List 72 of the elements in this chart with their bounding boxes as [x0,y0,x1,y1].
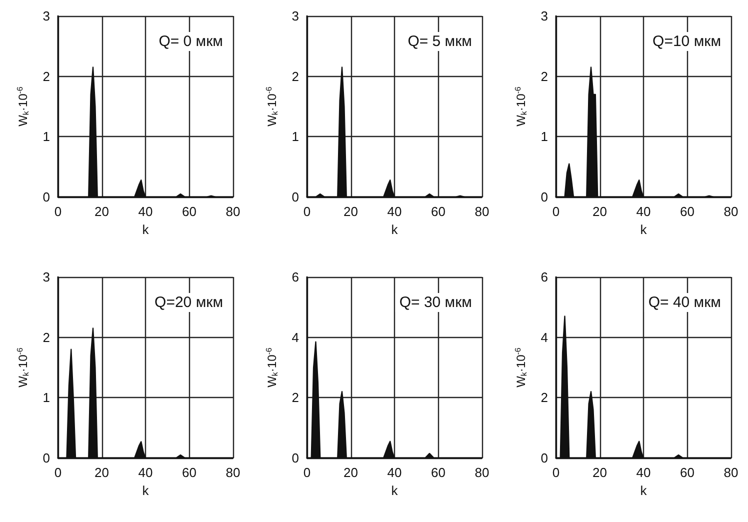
x-tick-label: 60 [431,204,446,219]
x-tick-label: 60 [182,465,196,480]
annotation: Q=10 мкм [652,33,721,50]
x-tick-label: 60 [680,465,694,480]
x-tick-label: 0 [54,204,62,219]
x-tick-label: 0 [303,465,311,480]
y-tick-label: 0 [540,450,548,466]
x-axis-title: k [142,222,150,237]
annotation: Q= 30 мкм [399,294,472,311]
y-tick-label: 3 [42,8,50,24]
y-tick-label: 0 [292,190,299,204]
y-tick-label: 2 [42,330,50,345]
y-tick-label: 0 [42,190,50,204]
x-tick-label: 20 [94,465,109,480]
x-tick-label: 80 [226,465,240,480]
x-tick-label: 20 [344,204,358,219]
y-tick-label: 4 [540,330,548,345]
x-axis-title: k [391,222,398,237]
x-tick-label: 0 [552,465,560,480]
y-tick-label: 1 [540,129,548,144]
y-axis-title: Wk·10-6 [16,347,30,388]
y-tick-label: 0 [540,190,548,204]
x-tick-label: 0 [303,204,311,219]
annotation: Q=20 мкм [154,294,223,311]
x-tick-label: 0 [54,465,62,480]
y-tick-label: 3 [292,8,299,24]
y-tick-label: 1 [42,129,50,144]
y-tick-label: 3 [42,270,50,284]
y-tick-label: 2 [42,68,50,84]
x-tick-label: 60 [680,204,694,219]
x-tick-label: 20 [344,465,358,480]
x-tick-label: 40 [636,204,651,219]
x-tick-label: 60 [182,204,196,219]
y-tick-label: 3 [540,8,548,24]
x-tick-label: 60 [431,465,446,480]
x-axis-title: k [142,482,150,498]
annotation: Q= 0 мкм [158,33,224,50]
y-tick-label: 2 [540,390,548,406]
x-axis-title: k [391,482,398,498]
x-axis-title: k [640,222,648,237]
y-axis-title: Wk·10-6 [16,86,30,126]
x-axis-title: k [640,482,648,498]
y-tick-label: 2 [540,68,548,84]
x-tick-label: 20 [592,465,607,480]
x-tick-label: 80 [226,204,240,219]
y-tick-label: 1 [42,390,50,406]
x-tick-label: 40 [636,465,651,480]
x-tick-label: 40 [138,204,153,219]
y-tick-label: 6 [540,270,548,284]
y-axis-title: Wk·10-6 [264,347,280,388]
y-tick-label: 2 [292,390,299,406]
y-axis-title: Wk·10-6 [264,86,280,126]
x-tick-label: 80 [474,204,490,219]
y-tick-label: 4 [292,330,299,345]
y-tick-label: 6 [292,270,299,284]
x-tick-label: 80 [724,204,738,219]
y-axis-title: Wk·10-6 [514,86,528,126]
annotation: Q= 5 мкм [408,33,472,50]
x-tick-label: 0 [552,204,560,219]
y-tick-label: 0 [42,450,50,466]
y-tick-label: 0 [292,450,299,466]
annotation: Q= 40 мкм [648,294,722,311]
x-tick-label: 40 [387,204,402,219]
x-tick-label: 40 [387,465,402,480]
y-axis-title: Wk·10-6 [514,347,528,388]
x-tick-label: 80 [474,465,490,480]
x-tick-label: 20 [592,204,607,219]
x-tick-label: 40 [138,465,153,480]
y-tick-label: 1 [292,129,299,144]
x-tick-label: 20 [94,204,109,219]
y-tick-label: 2 [292,68,299,84]
x-tick-label: 80 [724,465,738,480]
